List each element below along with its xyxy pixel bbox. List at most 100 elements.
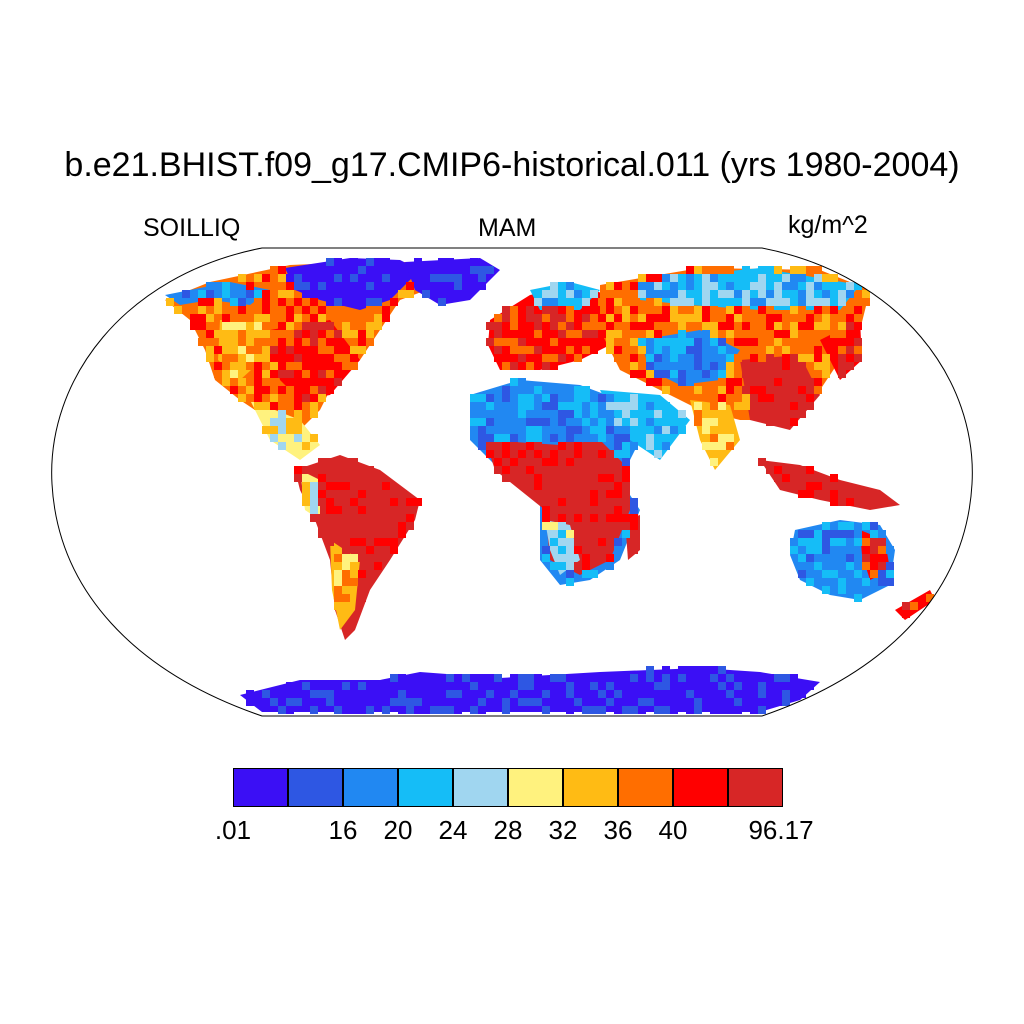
grid-cell — [566, 282, 574, 290]
grid-cell — [318, 338, 326, 346]
grid-cell — [598, 330, 606, 338]
grid-cell — [294, 698, 302, 706]
grid-cell — [558, 562, 566, 570]
grid-cell — [582, 490, 590, 498]
grid-cell — [262, 290, 270, 298]
grid-cell — [542, 554, 550, 562]
grid-cell — [598, 690, 606, 698]
grid-cell — [678, 666, 686, 674]
grid-cell — [766, 410, 774, 418]
grid-cell — [470, 402, 478, 410]
grid-cell — [582, 498, 590, 506]
grid-cell — [694, 386, 702, 394]
grid-cell — [798, 490, 806, 498]
grid-cell — [630, 338, 638, 346]
grid-cell — [286, 426, 294, 434]
grid-cell — [478, 274, 486, 282]
grid-cell — [262, 426, 270, 434]
grid-cell — [334, 706, 342, 714]
grid-cell — [318, 346, 326, 354]
grid-cell — [886, 570, 894, 578]
grid-cell — [310, 410, 318, 418]
grid-cell — [598, 394, 606, 402]
grid-cell — [438, 706, 446, 714]
grid-cell — [638, 290, 646, 298]
grid-cell — [630, 394, 638, 402]
grid-cell — [758, 410, 766, 418]
grid-cell — [686, 298, 694, 306]
grid-cell — [430, 682, 438, 690]
grid-cell — [654, 338, 662, 346]
grid-cell — [590, 546, 598, 554]
grid-cell — [758, 338, 766, 346]
grid-cell — [286, 698, 294, 706]
grid-cell — [366, 322, 374, 330]
grid-cell — [582, 314, 590, 322]
grid-cell — [558, 474, 566, 482]
grid-cell — [294, 426, 302, 434]
grid-cell — [726, 698, 734, 706]
grid-cell — [814, 370, 822, 378]
grid-cell — [838, 370, 846, 378]
grid-cell — [638, 690, 646, 698]
grid-cell — [486, 682, 494, 690]
grid-cell — [718, 322, 726, 330]
grid-cell — [862, 290, 870, 298]
grid-cell — [462, 698, 470, 706]
grid-cell — [750, 698, 758, 706]
grid-cell — [846, 554, 854, 562]
grid-cell — [542, 498, 550, 506]
grid-cell — [342, 530, 350, 538]
grid-cell — [294, 322, 302, 330]
grid-cell — [798, 690, 806, 698]
grid-cell — [838, 298, 846, 306]
grid-cell — [806, 402, 814, 410]
grid-cell — [542, 482, 550, 490]
grid-cell — [382, 706, 390, 714]
grid-cell — [286, 418, 294, 426]
grid-cell — [774, 378, 782, 386]
grid-cell — [390, 498, 398, 506]
grid-cell — [750, 290, 758, 298]
grid-cell — [742, 298, 750, 306]
grid-cell — [502, 706, 510, 714]
grid-cell — [750, 690, 758, 698]
grid-cell — [646, 690, 654, 698]
grid-cell — [590, 314, 598, 322]
grid-cell — [782, 682, 790, 690]
colorbar-swatch — [508, 768, 563, 807]
grid-cell — [270, 362, 278, 370]
grid-cell — [846, 282, 854, 290]
grid-cell — [494, 682, 502, 690]
grid-cell — [646, 354, 654, 362]
grid-cell — [374, 298, 382, 306]
grid-cell — [670, 674, 678, 682]
grid-cell — [534, 698, 542, 706]
colorbar-swatch — [233, 768, 288, 807]
grid-cell — [566, 498, 574, 506]
grid-cell — [790, 466, 798, 474]
grid-cell — [758, 274, 766, 282]
grid-cell — [614, 682, 622, 690]
grid-cell — [182, 306, 190, 314]
grid-cell — [294, 282, 302, 290]
grid-cell — [454, 706, 462, 714]
grid-cell — [334, 282, 342, 290]
grid-cell — [814, 354, 822, 362]
grid-cell — [254, 354, 262, 362]
grid-cell — [846, 498, 854, 506]
grid-cell — [694, 362, 702, 370]
grid-cell — [598, 498, 606, 506]
grid-cell — [750, 378, 758, 386]
grid-cell — [286, 346, 294, 354]
grid-cell — [374, 546, 382, 554]
grid-cell — [686, 690, 694, 698]
grid-cell — [822, 290, 830, 298]
grid-cell — [566, 578, 574, 586]
grid-cell — [494, 322, 502, 330]
grid-cell — [694, 402, 702, 410]
grid-cell — [862, 578, 870, 586]
grid-cell — [830, 306, 838, 314]
grid-cell — [366, 282, 374, 290]
grid-cell — [854, 322, 862, 330]
